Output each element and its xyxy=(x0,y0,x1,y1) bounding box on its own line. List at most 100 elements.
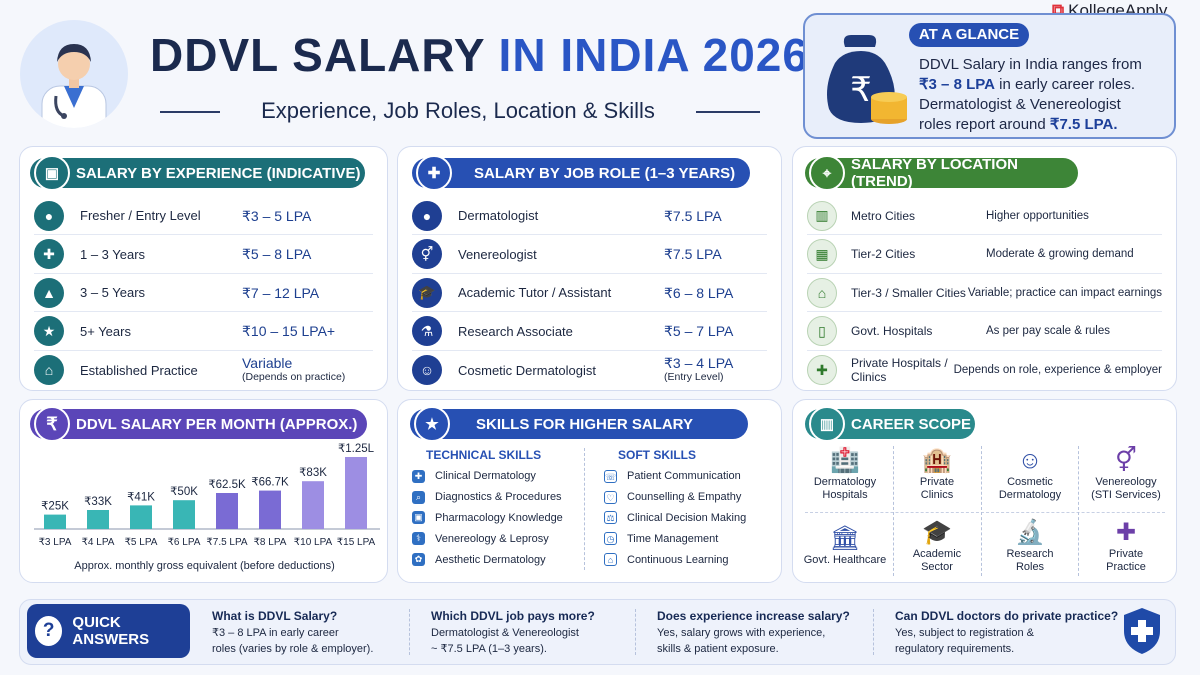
microscope-icon: ⚗ xyxy=(412,316,442,346)
experience-value: ₹3 – 5 LPA xyxy=(242,207,312,224)
scope-item: 🔬 Research Roles xyxy=(983,518,1077,574)
role-row: ⚥ Venereologist ₹7.5 LPA xyxy=(412,236,767,274)
soft-skill-item: ⚖ Clinical Decision Making xyxy=(604,508,746,529)
experience-label: Fresher / Entry Level xyxy=(80,208,201,223)
gender-icon: ⚥ xyxy=(412,239,442,269)
gender-icon: ⚥ xyxy=(1115,447,1137,474)
tech-skills-title: TECHNICAL SKILLS xyxy=(426,448,542,462)
experience-header: ▣ SALARY BY EXPERIENCE (INDICATIVE) xyxy=(30,155,365,191)
location-label: Govt. Hospitals xyxy=(851,324,933,338)
quick-question: What is DDVL Salary? xyxy=(212,609,338,623)
role-value-cell: ₹5 – 7 LPA xyxy=(664,324,733,338)
experience-panel: ▣ SALARY BY EXPERIENCE (INDICATIVE) ● Fr… xyxy=(19,146,388,391)
glance-text: DDVL Salary in India ranges from ₹3 – 8 … xyxy=(919,55,1142,135)
question-icon: ? xyxy=(35,616,63,646)
glance-card: ₹ AT A GLANCE DDVL Salary in India range… xyxy=(803,13,1176,139)
bar-category-label: ₹15 LPA xyxy=(337,537,376,548)
chart-icon: ▥ xyxy=(809,406,845,442)
quick-answer: Does experience increase salary? Yes, sa… xyxy=(657,608,850,657)
role-label: Venereologist xyxy=(458,246,537,262)
bar-category-label: ₹4 LPA xyxy=(82,537,115,548)
experience-row: ● Fresher / Entry Level ₹3 – 5 LPA xyxy=(34,197,373,235)
chart-bar xyxy=(345,457,367,529)
doctor-avatar xyxy=(20,20,128,128)
role-label: Dermatologist xyxy=(458,208,539,223)
monthly-salary-chart: ₹25K ₹3 LPA ₹33K ₹4 LPA ₹41K ₹5 LPA ₹50K ₹6 LPA… xyxy=(34,443,380,548)
quick-answer-line-2: ~ ₹7.5 LPA (1–3 years). xyxy=(431,643,547,655)
shield-icon xyxy=(1120,606,1164,656)
scope-item: 🎓 Academic Sector xyxy=(895,518,979,574)
experience-value: ₹5 – 8 LPA xyxy=(242,246,312,262)
scope-item-line-1: Research xyxy=(1006,548,1054,560)
quick-question: Can DDVL doctors do private practice? xyxy=(895,609,1119,623)
experience-value-cell: ₹7 – 12 LPA xyxy=(242,286,319,300)
role-value: ₹3 – 4 LPA xyxy=(664,355,734,371)
role-value-cell: ₹3 – 4 LPA (Entry Level) xyxy=(664,356,733,384)
role-value: ₹7.5 LPA xyxy=(664,246,722,262)
city-icon: ▥ xyxy=(807,200,837,231)
scope-item: 🏛 Govt. Healthcare xyxy=(799,524,891,567)
home-icon: ⌂ xyxy=(34,355,64,385)
tech-skill-item: ⚕ Venereology & Leprosy xyxy=(412,528,563,549)
quick-answer-line-2: regulatory requirements. xyxy=(895,643,1015,655)
role-value: ₹6 – 8 LPA xyxy=(664,284,734,301)
svg-text:₹: ₹ xyxy=(850,70,872,110)
location-value: Higher opportunities xyxy=(986,209,1089,222)
skill-label: Pharmacology Knowledge xyxy=(435,511,563,524)
quick-answer-line-1: Yes, subject to registration & xyxy=(895,627,1035,639)
skills-divider xyxy=(584,448,585,570)
bar-value-label: ₹1.25L xyxy=(338,443,375,455)
scope-vline-2 xyxy=(981,446,982,576)
quick-answers-label[interactable]: ? QUICK ANSWERS xyxy=(27,604,190,658)
location-panel: ⌖ SALARY BY LOCATION (TREND) ▥ Metro Cit… xyxy=(792,146,1177,391)
scope-panel: ▥ CAREER SCOPE 🏥 Dermatology Hospitals 🏨 … xyxy=(792,399,1177,583)
page-subtitle: Experience, Job Roles, Location & Skills xyxy=(261,98,655,123)
scope-item-line-2: Clinics xyxy=(920,489,954,501)
quick-answer-line-2: skills & patient exposure. xyxy=(657,643,779,655)
scope-hline xyxy=(805,512,1165,513)
skill-icon: ⌕ xyxy=(412,490,425,504)
skill-icon: ✚ xyxy=(412,469,425,483)
experience-row: ⌂ Established Practice Variable (Depends… xyxy=(34,351,373,389)
clinic-icon: 🏨 xyxy=(922,447,952,474)
role-row: ● Dermatologist ₹7.5 LPA xyxy=(412,197,767,235)
skills-header: ★ SKILLS FOR HIGHER SALARY xyxy=(410,406,748,442)
scope-item: 🏥 Dermatology Hospitals xyxy=(799,446,891,502)
scope-item: ☺ Cosmetic Dermatology xyxy=(983,446,1077,502)
scope-item-line-1: Private xyxy=(919,476,955,488)
scope-item-line-1: Govt. Healthcare xyxy=(803,554,887,566)
experience-row: ★ 5+ Years ₹10 – 15 LPA+ xyxy=(34,313,373,351)
experience-value: Variable xyxy=(242,355,293,371)
soft-skill-item: ⌂ Continuous Learning xyxy=(604,549,746,570)
bar-category-label: ₹6 LPA xyxy=(168,537,201,548)
role-value-cell: ₹6 – 8 LPA xyxy=(664,286,733,300)
skill-label: Clinical Decision Making xyxy=(627,511,747,524)
tech-skills-list: ✚ Clinical Dermatology ⌕ Diagnostics & Proc… xyxy=(412,466,563,570)
quick-answer-line-1: ₹3 – 8 LPA in early career xyxy=(212,627,339,639)
government-icon: 🏛 xyxy=(829,525,861,552)
location-header: ⌖ SALARY BY LOCATION (TREND) xyxy=(805,155,1078,191)
monthly-header: ₹ DDVL SALARY PER MONTH (APPROX.) xyxy=(30,406,367,442)
soft-skill-item: ◷ Time Management xyxy=(604,528,746,549)
title-rule-left xyxy=(160,111,220,113)
role-value-cell: ₹7.5 LPA xyxy=(664,209,722,223)
glance-line-1: DDVL Salary in India ranges from xyxy=(919,56,1142,73)
graduation-icon: 🎓 xyxy=(922,519,952,546)
roles-panel: ✚ SALARY BY JOB ROLE (1–3 YEARS) ● Derma… xyxy=(397,146,782,391)
chart-bar xyxy=(259,490,281,529)
government-icon: ▯ xyxy=(807,316,837,346)
role-row: 🎓 Academic Tutor / Assistant ₹6 – 8 LPA xyxy=(412,274,767,312)
location-pin-icon: ⌖ xyxy=(809,155,845,191)
bar-value-label: ₹83K xyxy=(299,467,327,479)
location-value: As per pay scale & rules xyxy=(986,325,1111,337)
skill-label: Time Management xyxy=(627,532,719,545)
location-value: Moderate & growing demand xyxy=(986,248,1134,260)
chart-bar xyxy=(216,493,238,529)
skill-icon: ◷ xyxy=(604,532,617,546)
location-row: ▥ Metro Cities Higher opportunities xyxy=(807,197,1162,235)
scope-item-line-2: (STI Services) xyxy=(1091,489,1161,501)
bar-value-label: ₹50K xyxy=(170,486,198,498)
experience-label: 3 – 5 Years xyxy=(80,285,146,300)
location-row: ⌂ Tier-3 / Smaller Cities Variable; prac… xyxy=(807,274,1162,312)
hospital-icon: ✚ xyxy=(807,355,837,385)
